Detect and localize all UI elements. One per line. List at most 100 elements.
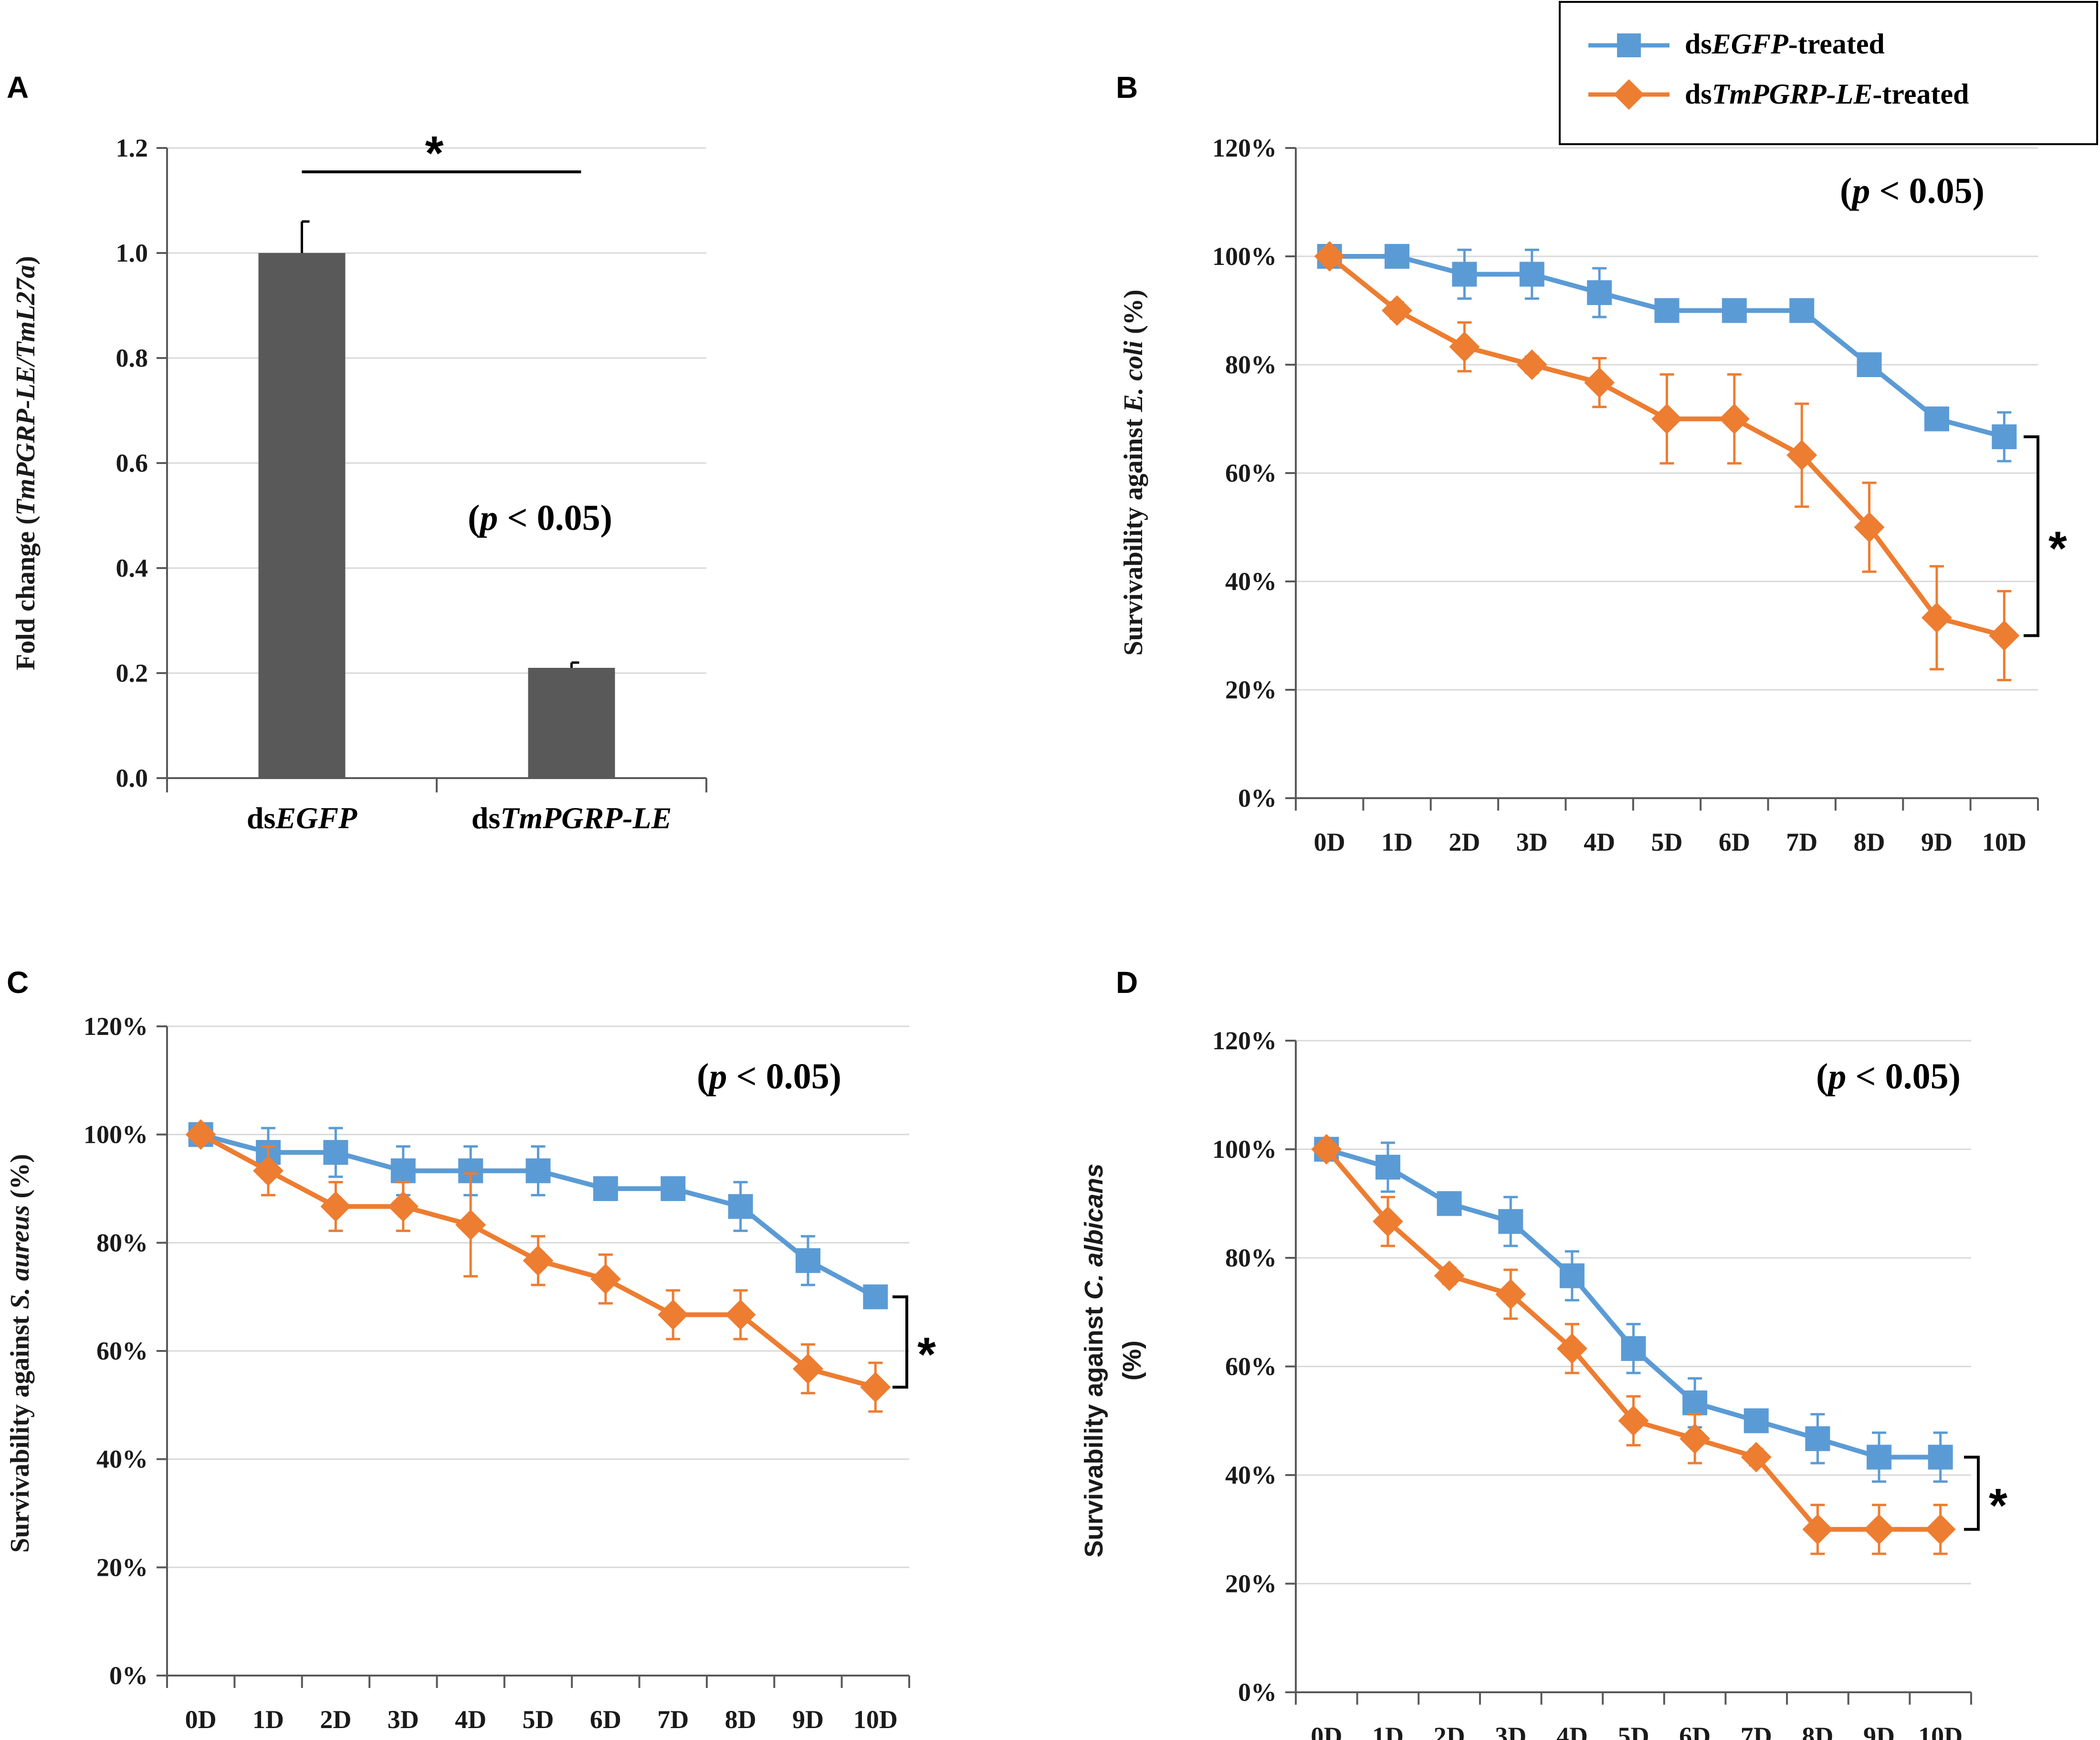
data-point-pgrp: [860, 1371, 891, 1403]
y-tick-label: 100%: [1212, 242, 1277, 271]
y-tick-label: 0.2: [116, 659, 148, 687]
data-point-egfp: [1743, 1408, 1769, 1434]
category-label: dsEGFP: [247, 801, 357, 835]
y-axis-title: Fold change (TmPGRP-LE/TmL27a): [11, 256, 41, 670]
x-tick-label: 6D: [1679, 1722, 1711, 1740]
data-point-pgrp: [523, 1245, 554, 1276]
data-point-pgrp: [658, 1299, 689, 1330]
data-point-egfp: [863, 1284, 888, 1309]
significance-bracket: [1964, 1455, 1980, 1531]
x-tick-label: 5D: [1651, 828, 1683, 856]
y-tick-label: 80%: [1225, 1244, 1277, 1272]
data-point-egfp: [1559, 1263, 1585, 1288]
x-tick-label: 4D: [1556, 1722, 1588, 1740]
data-point-pgrp: [1651, 403, 1682, 434]
data-point-pgrp: [1372, 1206, 1403, 1237]
data-point-pgrp: [1921, 602, 1952, 633]
x-tick-label: 10D: [1982, 828, 2026, 856]
y-axis-title: Survivability against S. aureus (%): [5, 1154, 35, 1553]
x-tick-label: 1D: [1381, 828, 1413, 856]
significance-star: *: [917, 1328, 936, 1381]
y-tick-label: 80%: [96, 1228, 148, 1257]
data-point-pgrp: [1618, 1405, 1649, 1436]
data-point-egfp: [661, 1176, 686, 1201]
y-tick-label: 60%: [1225, 459, 1277, 487]
y-tick-label: 0.0: [116, 764, 148, 792]
data-point-egfp: [593, 1176, 618, 1201]
panel-label-d: D: [1116, 965, 1138, 1000]
x-tick-label: 9D: [792, 1705, 824, 1734]
legend-marker-square: [1617, 33, 1641, 57]
y-tick-label: 0.6: [116, 449, 148, 477]
y-tick-label: 100%: [1212, 1135, 1277, 1164]
data-point-pgrp: [1311, 1134, 1342, 1165]
x-tick-label: 8D: [1854, 828, 1885, 856]
data-point-egfp: [1992, 424, 2017, 449]
p-value-label: (p < 0.05): [1840, 171, 1984, 211]
data-point-egfp: [525, 1158, 551, 1183]
y-tick-label: 20%: [1225, 675, 1277, 704]
y-tick-label: 0.8: [116, 344, 148, 372]
data-point-egfp: [1928, 1445, 1953, 1470]
panel-label-c: C: [7, 965, 29, 1000]
data-point-pgrp: [1516, 349, 1547, 380]
data-point-egfp: [323, 1140, 348, 1165]
data-point-egfp: [1498, 1209, 1523, 1234]
panel-c-line-chart: 0% 20% 40% 60% 80% 100% 120% 0D 1D 2D 3D 4D 5D 6D 7D 8D…: [5, 1012, 936, 1734]
data-point-pgrp: [1802, 1514, 1833, 1545]
p-value-label: (p < 0.05): [1816, 1056, 1961, 1097]
data-point-egfp: [1621, 1336, 1646, 1361]
x-tick-label: 10D: [1918, 1722, 1963, 1740]
x-tick-label: 2D: [320, 1705, 351, 1734]
data-point-pgrp: [590, 1264, 621, 1295]
y-tick-label: 40%: [1225, 1461, 1277, 1489]
x-tick-label: 2D: [1434, 1722, 1465, 1740]
data-point-pgrp: [455, 1209, 486, 1240]
x-tick-label: 4D: [455, 1705, 486, 1734]
significance-star: *: [425, 127, 444, 180]
data-point-pgrp: [1434, 1260, 1465, 1291]
significance-star: *: [1989, 1479, 2007, 1532]
y-tick-label: 20%: [96, 1553, 148, 1582]
panel-a-bar-chart: 0.0 0.2 0.4 0.6 0.8 1.0 1.2 dsEGFP dsTmPGRP-LE * (…: [11, 127, 707, 835]
data-point-pgrp: [1786, 440, 1817, 471]
legend: dsEGFP-treated dsTmPGRP-LE-treated: [1559, 1, 2098, 145]
y-tick-label: 0%: [1238, 784, 1277, 812]
x-tick-label: 3D: [1516, 828, 1548, 856]
x-tick-label: 9D: [1921, 828, 1953, 856]
data-point-egfp: [1789, 298, 1815, 323]
x-tick-label: 0D: [1314, 828, 1345, 856]
data-point-pgrp: [725, 1299, 756, 1330]
x-tick-label: 4D: [1584, 828, 1615, 856]
x-tick-label: 3D: [1495, 1722, 1526, 1740]
panel-label-b: B: [1116, 70, 1138, 105]
p-value-label: (p < 0.05): [468, 498, 612, 538]
data-point-pgrp: [1584, 367, 1615, 398]
data-point-pgrp: [1989, 620, 2020, 651]
data-point-pgrp: [1680, 1423, 1711, 1454]
legend-label-egfp: dsEGFP-treated: [1685, 28, 1885, 60]
data-point-egfp: [1867, 1445, 1892, 1470]
x-tick-label: 8D: [725, 1705, 756, 1734]
data-point-pgrp: [320, 1191, 351, 1222]
data-point-egfp: [1805, 1426, 1830, 1451]
x-tick-label: 7D: [1786, 828, 1817, 856]
y-tick-label: 60%: [96, 1337, 148, 1365]
significance-star: *: [2048, 522, 2067, 575]
x-tick-label: 1D: [1372, 1722, 1404, 1740]
y-tick-label: 120%: [1212, 134, 1277, 162]
y-tick-label: 1.0: [116, 239, 148, 267]
y-tick-label: 60%: [1225, 1352, 1277, 1381]
legend-label-pgrp: dsTmPGRP-LE-treated: [1685, 78, 1969, 110]
x-tick-label: 8D: [1802, 1722, 1833, 1740]
x-tick-label: 0D: [185, 1705, 217, 1734]
data-point-pgrp: [1719, 403, 1750, 434]
data-point-pgrp: [1556, 1333, 1587, 1364]
y-tick-label: 100%: [84, 1120, 148, 1149]
data-point-egfp: [728, 1194, 753, 1219]
x-tick-label: 5D: [523, 1705, 554, 1734]
category-label: dsTmPGRP-LE: [472, 801, 672, 835]
data-point-egfp: [1722, 298, 1747, 323]
y-tick-label: 0.4: [116, 554, 148, 582]
panel-b-line-chart: 0% 20% 40% 60% 80% 100% 120% 0D 1D 2D 3D 4D 5D 6D 7D 8D…: [1119, 134, 2067, 856]
